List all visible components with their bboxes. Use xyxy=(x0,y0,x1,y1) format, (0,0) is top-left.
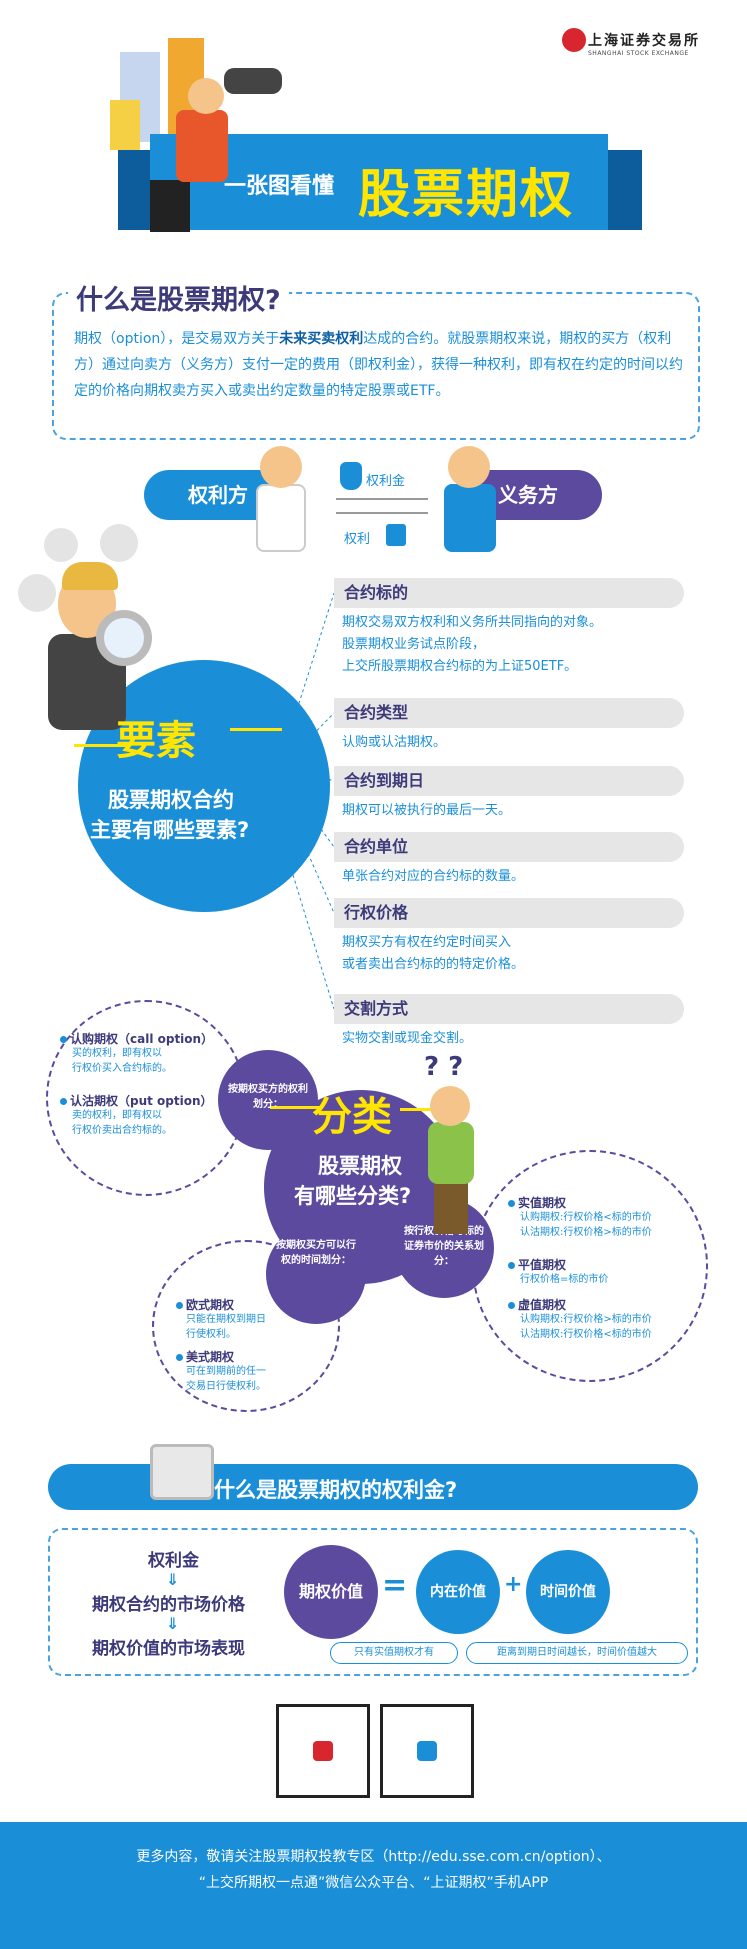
money-bag-icon xyxy=(340,462,362,490)
definition-title: 什么是股票期权? xyxy=(68,278,289,317)
premium-label: 权利金 xyxy=(366,474,406,489)
decor-line xyxy=(74,744,126,747)
option-value-circle: 期权价值 xyxy=(284,1545,378,1639)
magnifier-icon xyxy=(96,610,152,666)
premium-box xyxy=(48,1528,698,1676)
chart-icon xyxy=(44,528,78,562)
plus-sign: + xyxy=(504,1572,523,1597)
man-illustration-head xyxy=(188,78,224,114)
logo-icon xyxy=(562,28,586,52)
elements-question: 主要有哪些要素? xyxy=(90,818,250,842)
arrow-down-icon: ⇓ xyxy=(166,1570,180,1589)
otm-option-desc: 认购期权:行权价格>标的市价 认沽期权:行权价格<标的市价 xyxy=(520,1314,652,1340)
itm-option-title: 实值期权 xyxy=(508,1194,566,1211)
question-marks: ? ? xyxy=(424,1052,464,1082)
by-time-circle xyxy=(266,1224,366,1324)
binocular-icon xyxy=(224,68,282,94)
premium-label: 权利金 xyxy=(148,1551,199,1571)
element-desc: 认购或认沽期权。 xyxy=(342,735,447,750)
man-illustration-head xyxy=(430,1086,470,1126)
elements-heading: 要素 xyxy=(116,718,196,764)
premium-title: 什么是股票期权的权利金? xyxy=(214,1478,458,1502)
footer-text: 更多内容，敬请关注股票期权投教专区（http://edu.sse.com.cn/… xyxy=(136,1849,611,1865)
qr-code-icon[interactable] xyxy=(276,1704,370,1798)
logo-text: 上海证券交易所 xyxy=(588,33,700,49)
european-option-title: 欧式期权 xyxy=(176,1296,234,1313)
decor-line xyxy=(230,728,282,731)
banner-title: 股票期权 xyxy=(358,165,575,225)
element-desc: 期权可以被执行的最后一天。 xyxy=(342,803,512,818)
classification-heading: 分类 xyxy=(312,1094,392,1140)
market-performance-label: 期权价值的市场表现 xyxy=(92,1639,245,1659)
man-illustration-legs xyxy=(434,1182,468,1234)
by-right-circle xyxy=(218,1050,318,1150)
banner-ribbon-left xyxy=(118,150,154,230)
arrow-left xyxy=(336,512,428,514)
computer-icon xyxy=(150,1444,214,1500)
app-icon xyxy=(417,1741,437,1761)
time-note: 距离到期日时间越长，时间价值越大 xyxy=(466,1642,688,1664)
element-desc: 单张合约对应的合约标的数量。 xyxy=(342,869,525,884)
writer-illustration xyxy=(444,484,496,552)
element-title: 行权价格 xyxy=(334,898,684,928)
building-illustration xyxy=(110,100,140,150)
time-value-circle: 时间价值 xyxy=(526,1550,610,1634)
call-option-title: 认购期权（call option） xyxy=(60,1030,213,1047)
qr-code-icon[interactable] xyxy=(380,1704,474,1798)
element-title: 合约标的 xyxy=(334,578,684,608)
intrinsic-note: 只有实值期权才有 xyxy=(330,1642,458,1664)
logo-subtitle: SHANGHAI STOCK EXCHANGE xyxy=(588,50,689,57)
man-illustration-body xyxy=(428,1122,474,1184)
arrow-right xyxy=(336,498,428,500)
itm-option-desc: 认购期权:行权价格<标的市价 认沽期权:行权价格>标的市价 xyxy=(520,1212,652,1238)
by-time-label: 按期权买方可以行权的时间划分： xyxy=(276,1240,356,1266)
man-illustration-body xyxy=(176,110,228,182)
right-label: 权利 xyxy=(344,532,371,547)
element-title: 合约单位 xyxy=(334,832,684,862)
call-option-desc: 买的权利，即有权以 行权价买入合约标的。 xyxy=(72,1048,172,1074)
decor-line xyxy=(400,1108,450,1111)
head-icon xyxy=(100,524,138,562)
classification-question: 股票期权 xyxy=(318,1154,402,1178)
banner-subtitle: 一张图看懂 xyxy=(224,174,335,199)
man-illustration-hair xyxy=(62,562,118,590)
holder-head-illustration xyxy=(260,446,302,488)
arrow-down-icon: ⇓ xyxy=(166,1614,180,1633)
element-title: 交割方式 xyxy=(334,994,684,1024)
market-price-label: 期权合约的市场价格 xyxy=(92,1595,245,1615)
element-desc: 期权买方有权在约定时间买入 或者卖出合约标的的特定价格。 xyxy=(342,935,525,972)
element-title: 合约类型 xyxy=(334,698,684,728)
american-option-desc: 可在到期前的任一 交易日行使权利。 xyxy=(186,1366,266,1392)
option-type-circle xyxy=(46,1000,246,1196)
classification-question: 有哪些分类? xyxy=(294,1184,412,1208)
definition-text: 期权（option），是交易双方关于未来买卖权利达成的合约。就股票期权来说，期权… xyxy=(74,331,683,399)
intrinsic-value-circle: 内在价值 xyxy=(416,1550,500,1634)
element-title: 合约到期日 xyxy=(334,766,684,796)
element-desc: 期权交易双方权利和义务所共同指向的对象。 股票期权业务试点阶段， 上交所股票期权合约… xyxy=(342,615,603,674)
american-option-title: 美式期权 xyxy=(176,1348,234,1365)
man-illustration-legs xyxy=(150,180,190,232)
equals-sign: = xyxy=(382,1568,408,1603)
put-option-desc: 卖的权利，即有权以 行权价卖出合约标的。 xyxy=(72,1110,172,1136)
atm-option-desc: 行权价格=标的市价 xyxy=(520,1274,609,1285)
footer xyxy=(0,1822,747,1949)
logo-icon xyxy=(313,1741,333,1761)
by-right-label: 按期权买方的权利划分： xyxy=(228,1084,308,1110)
atm-option-title: 平值期权 xyxy=(508,1256,566,1273)
elements-question: 股票期权合约 xyxy=(108,788,234,812)
banner-ribbon-right xyxy=(606,150,642,230)
holder-illustration xyxy=(256,484,306,552)
contract-icon xyxy=(386,524,406,546)
european-option-desc: 只能在期权到期日 行使权利。 xyxy=(186,1314,266,1340)
decor-line xyxy=(270,1106,320,1109)
element-desc: 实物交割或现金交割。 xyxy=(342,1031,473,1046)
footer-text: “上交所期权一点通”微信公众平台、“上证期权”手机APP xyxy=(198,1875,549,1891)
put-option-title: 认沽期权（put option） xyxy=(60,1092,213,1109)
writer-head-illustration xyxy=(448,446,490,488)
cycle-icon xyxy=(18,574,56,612)
otm-option-title: 虚值期权 xyxy=(508,1296,566,1313)
